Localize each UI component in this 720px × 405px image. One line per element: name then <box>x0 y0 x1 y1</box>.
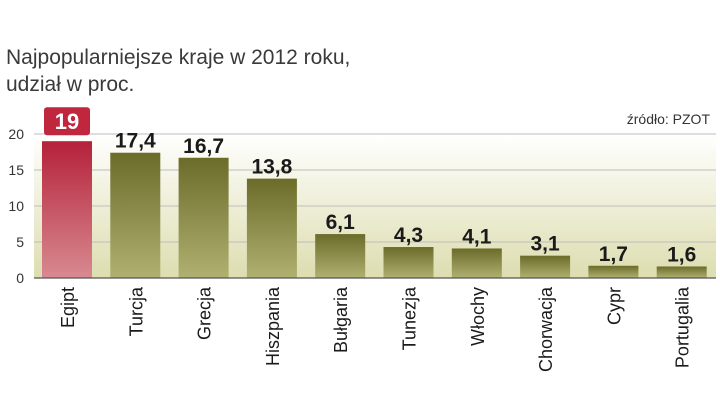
data-label: 4,3 <box>394 224 423 247</box>
bar <box>656 266 707 278</box>
data-label-badge <box>44 107 90 136</box>
data-label: 16,7 <box>183 135 224 158</box>
y-tick-label: 0 <box>16 270 24 286</box>
x-category-label: Bułgaria <box>331 286 351 353</box>
data-label: 19 <box>55 109 79 134</box>
bar <box>246 178 297 278</box>
x-category-label: Egipt <box>58 287 78 328</box>
bar <box>178 157 229 278</box>
x-category-label: Turcja <box>126 286 146 336</box>
x-category-label: Portugalia <box>673 286 693 368</box>
x-category-label: Włochy <box>468 287 488 346</box>
x-category-label: Grecja <box>195 286 215 340</box>
y-tick-label: 20 <box>8 126 24 142</box>
x-category-label: Cypr <box>604 287 624 325</box>
data-label: 6,1 <box>326 211 356 234</box>
data-label: 3,1 <box>530 233 560 256</box>
source-note: źródło: PZOT <box>626 111 710 127</box>
y-tick-label: 15 <box>8 162 24 178</box>
bar <box>42 141 92 278</box>
y-tick-label: 5 <box>16 234 24 250</box>
bar <box>520 255 571 278</box>
data-label: 4,1 <box>462 225 492 248</box>
chart-title: Najpopularniejsze kraje w 2012 roku, udz… <box>6 44 350 98</box>
chart-title-line-2: udział w proc. <box>6 73 135 96</box>
bar <box>451 248 502 278</box>
bar <box>383 247 434 278</box>
data-label: 1,6 <box>667 243 696 266</box>
bar <box>315 234 366 278</box>
chart-title-line-1: Najpopularniejsze kraje w 2012 roku, <box>6 46 351 69</box>
data-label: 13,8 <box>251 156 292 179</box>
data-label: 17,4 <box>115 130 156 153</box>
x-category-label: Hiszpania <box>263 286 283 366</box>
data-label: 1,7 <box>599 243 628 266</box>
bar <box>588 265 639 278</box>
x-category-label: Tunezja <box>400 286 420 350</box>
bar <box>110 152 161 278</box>
x-category-label: Chorwacja <box>536 286 556 372</box>
y-tick-label: 10 <box>8 198 24 214</box>
